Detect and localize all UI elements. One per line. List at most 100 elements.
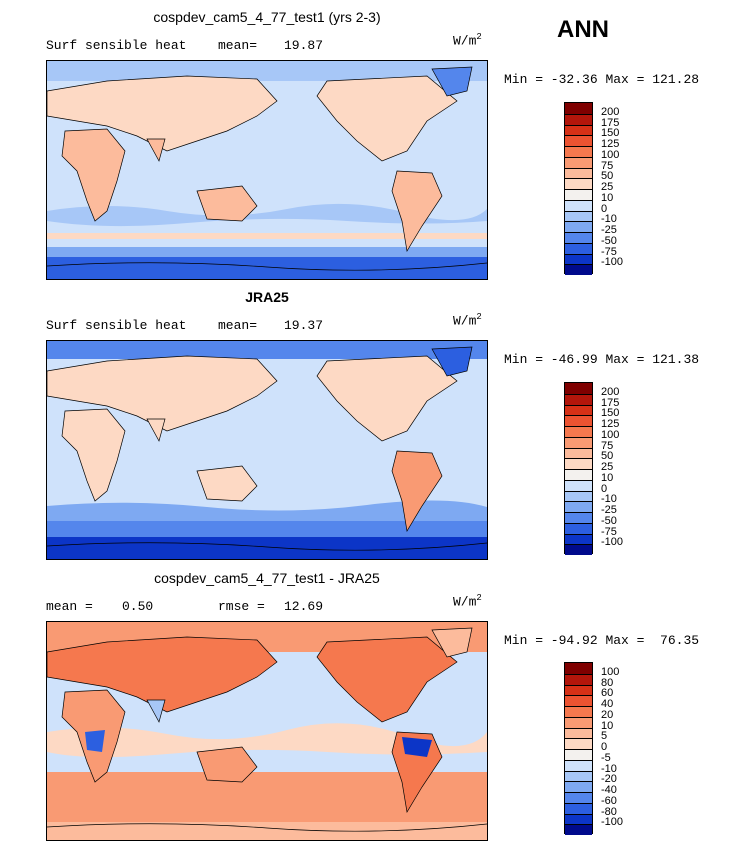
colorbar-swatch [565,813,592,825]
panel-2-colorbar: 200 175 150 125 100 75 50 25 10 0 -10 -25 -50 -75 -100 [564,382,654,555]
colorbar-label: 150 [601,127,620,140]
colorbar-label: 20 [601,708,614,721]
colorbar-swatch [565,824,592,835]
colorbar-label: -10 [601,493,617,506]
panel-1-title: cospdev_cam5_4_77_test1 (yrs 2-3) [153,9,381,25]
colorbar-label: -75 [601,525,617,538]
colorbar-label: 200 [601,105,620,118]
colorbar-swatch [565,221,592,232]
panel-2-title: JRA25 [245,289,289,305]
panel-2-mean-value: 19.37 [284,318,324,333]
colorbar-label: 5 [601,730,608,743]
panel-1-variable-label: Surf sensible heat [46,38,187,53]
colorbar-swatch [565,404,592,416]
colorbar-swatch [565,501,592,512]
colorbar-label: 10 [601,191,614,204]
colorbar-swatch [565,458,592,469]
colorbar-swatch [565,189,592,200]
colorbar-swatch [565,533,592,545]
colorbar-swatch [565,512,592,523]
colorbar-label: 50 [601,450,614,463]
colorbar-label: 175 [601,116,620,129]
colorbar-swatch [565,695,592,706]
colorbar-label: 10 [601,719,614,732]
colorbar-swatch [565,802,592,814]
colorbar-swatch [565,684,592,696]
colorbar-swatch [565,490,592,502]
colorbar-swatch [565,469,592,480]
colorbar-label: 75 [601,439,614,452]
panel-3-min-max: Min = -94.92 Max = 76.35 [504,633,700,648]
panel-1-units: W/m2 [453,32,482,49]
panel-3-map [46,621,488,841]
panel-1-mean-value: 19.87 [284,38,324,53]
panel-3-mean-label: mean = [46,599,93,614]
panel-2-min-max: Min = -46.99 Max = 121.38 [504,352,700,367]
colorbar-label: -25 [601,224,617,236]
colorbar-swatch [565,113,592,125]
colorbar-swatch [565,663,592,674]
colorbar-label: 50 [601,170,614,183]
colorbar-label: -20 [601,773,617,786]
colorbar-label: 0 [601,202,608,215]
colorbar-swatch [565,738,592,749]
colorbar-swatch [565,792,592,803]
colorbar-label: -100 [601,256,624,269]
colorbar-label: 200 [601,385,620,398]
colorbar-label: 175 [601,396,620,409]
colorbar-label: -5 [601,751,611,764]
colorbar-label: 60 [601,687,614,700]
colorbar-label: 25 [601,461,614,473]
colorbar-label: -10 [601,213,617,226]
colorbar-swatch [565,146,592,157]
colorbar-label: -10 [601,762,617,775]
colorbar-label: -100 [601,536,624,549]
colorbar-swatch [565,544,592,555]
colorbar-swatch [565,436,592,448]
colorbar-swatch [565,781,592,792]
colorbar-swatch [565,253,592,265]
panel-1-map [46,60,488,280]
panel-2-map [46,340,488,560]
colorbar-swatch [565,232,592,243]
colorbar-swatch [565,426,592,437]
colorbar-swatch [565,124,592,136]
colorbar-swatch [565,673,592,685]
colorbar-label: 80 [601,676,614,689]
colorbar-label: -75 [601,245,617,258]
colorbar-swatch [565,759,592,771]
colorbar-swatch [565,199,592,211]
colorbar-swatch [565,383,592,394]
colorbar-swatch [565,135,592,146]
colorbar-label: -100 [601,816,624,829]
colorbar-swatch [565,415,592,426]
panel-2-mean-label: mean= [218,318,258,333]
colorbar-label: 100 [601,665,620,678]
panel-1-mean-label: mean= [218,38,258,53]
panel-1-min-max: Min = -32.36 Max = 121.28 [504,72,700,87]
colorbar-swatch [565,749,592,760]
colorbar-label: -50 [601,514,617,527]
season-label: ANN [557,16,609,43]
colorbar-label: -60 [601,794,617,807]
colorbar-label: 40 [601,698,614,710]
panel-1-colorbar: 200 175 150 125 100 75 50 25 10 0 -10 -25 -50 -75 -100 [564,102,654,275]
colorbar-label: 100 [601,428,620,441]
panel-2-units: W/m2 [453,312,482,329]
panel-3-rmse-label: rmse = [218,599,265,614]
colorbar-label: -40 [601,784,617,796]
colorbar-label: -25 [601,504,617,516]
colorbar-label: 125 [601,418,620,430]
colorbar-swatch [565,242,592,254]
colorbar-swatch [565,178,592,189]
colorbar-swatch [565,479,592,491]
colorbar-swatch [565,522,592,534]
colorbar-label: 0 [601,482,608,495]
colorbar-label: -50 [601,234,617,247]
colorbar-label: -80 [601,805,617,818]
colorbar-swatch [565,727,592,739]
panel-3-colorbar: 100 80 60 40 20 10 5 0 -5 -10 -20 -40 -60 -80 -100 [564,662,654,835]
colorbar-label: 100 [601,148,620,161]
colorbar-label: 25 [601,181,614,193]
panel-3-title: cospdev_cam5_4_77_test1 - JRA25 [154,570,380,586]
